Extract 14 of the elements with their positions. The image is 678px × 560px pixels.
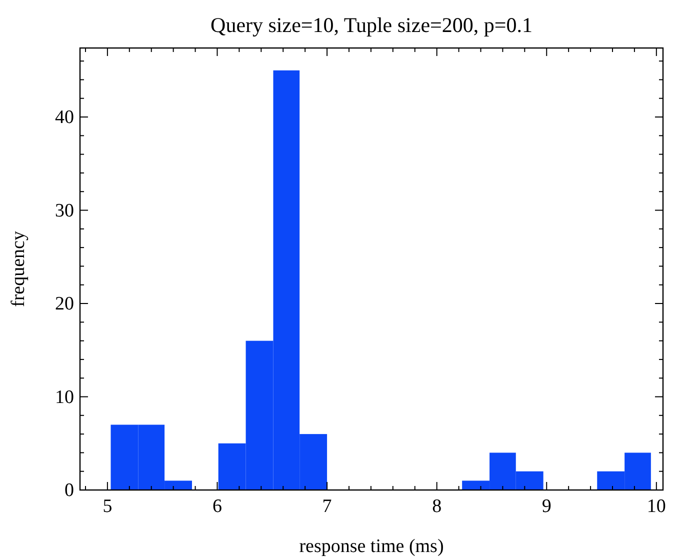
x-tick-label: 10 bbox=[646, 496, 666, 517]
y-tick-label: 40 bbox=[55, 107, 74, 128]
x-axis-title: response time (ms) bbox=[299, 536, 444, 557]
x-tick-label: 8 bbox=[432, 496, 442, 517]
x-tick-label: 6 bbox=[212, 496, 222, 517]
x-tick-label: 5 bbox=[102, 496, 112, 517]
x-tick-label: 7 bbox=[322, 496, 332, 517]
y-tick-label: 0 bbox=[64, 480, 74, 501]
y-tick-label: 20 bbox=[55, 294, 74, 314]
y-tick-label: 30 bbox=[55, 200, 74, 222]
x-tick-label: 9 bbox=[542, 496, 552, 517]
chart-title: Query size=10, Tuple size=200, p=0.1 bbox=[210, 13, 532, 37]
y-axis-title: frequency bbox=[8, 230, 29, 307]
y-tick-label: 10 bbox=[55, 386, 74, 408]
